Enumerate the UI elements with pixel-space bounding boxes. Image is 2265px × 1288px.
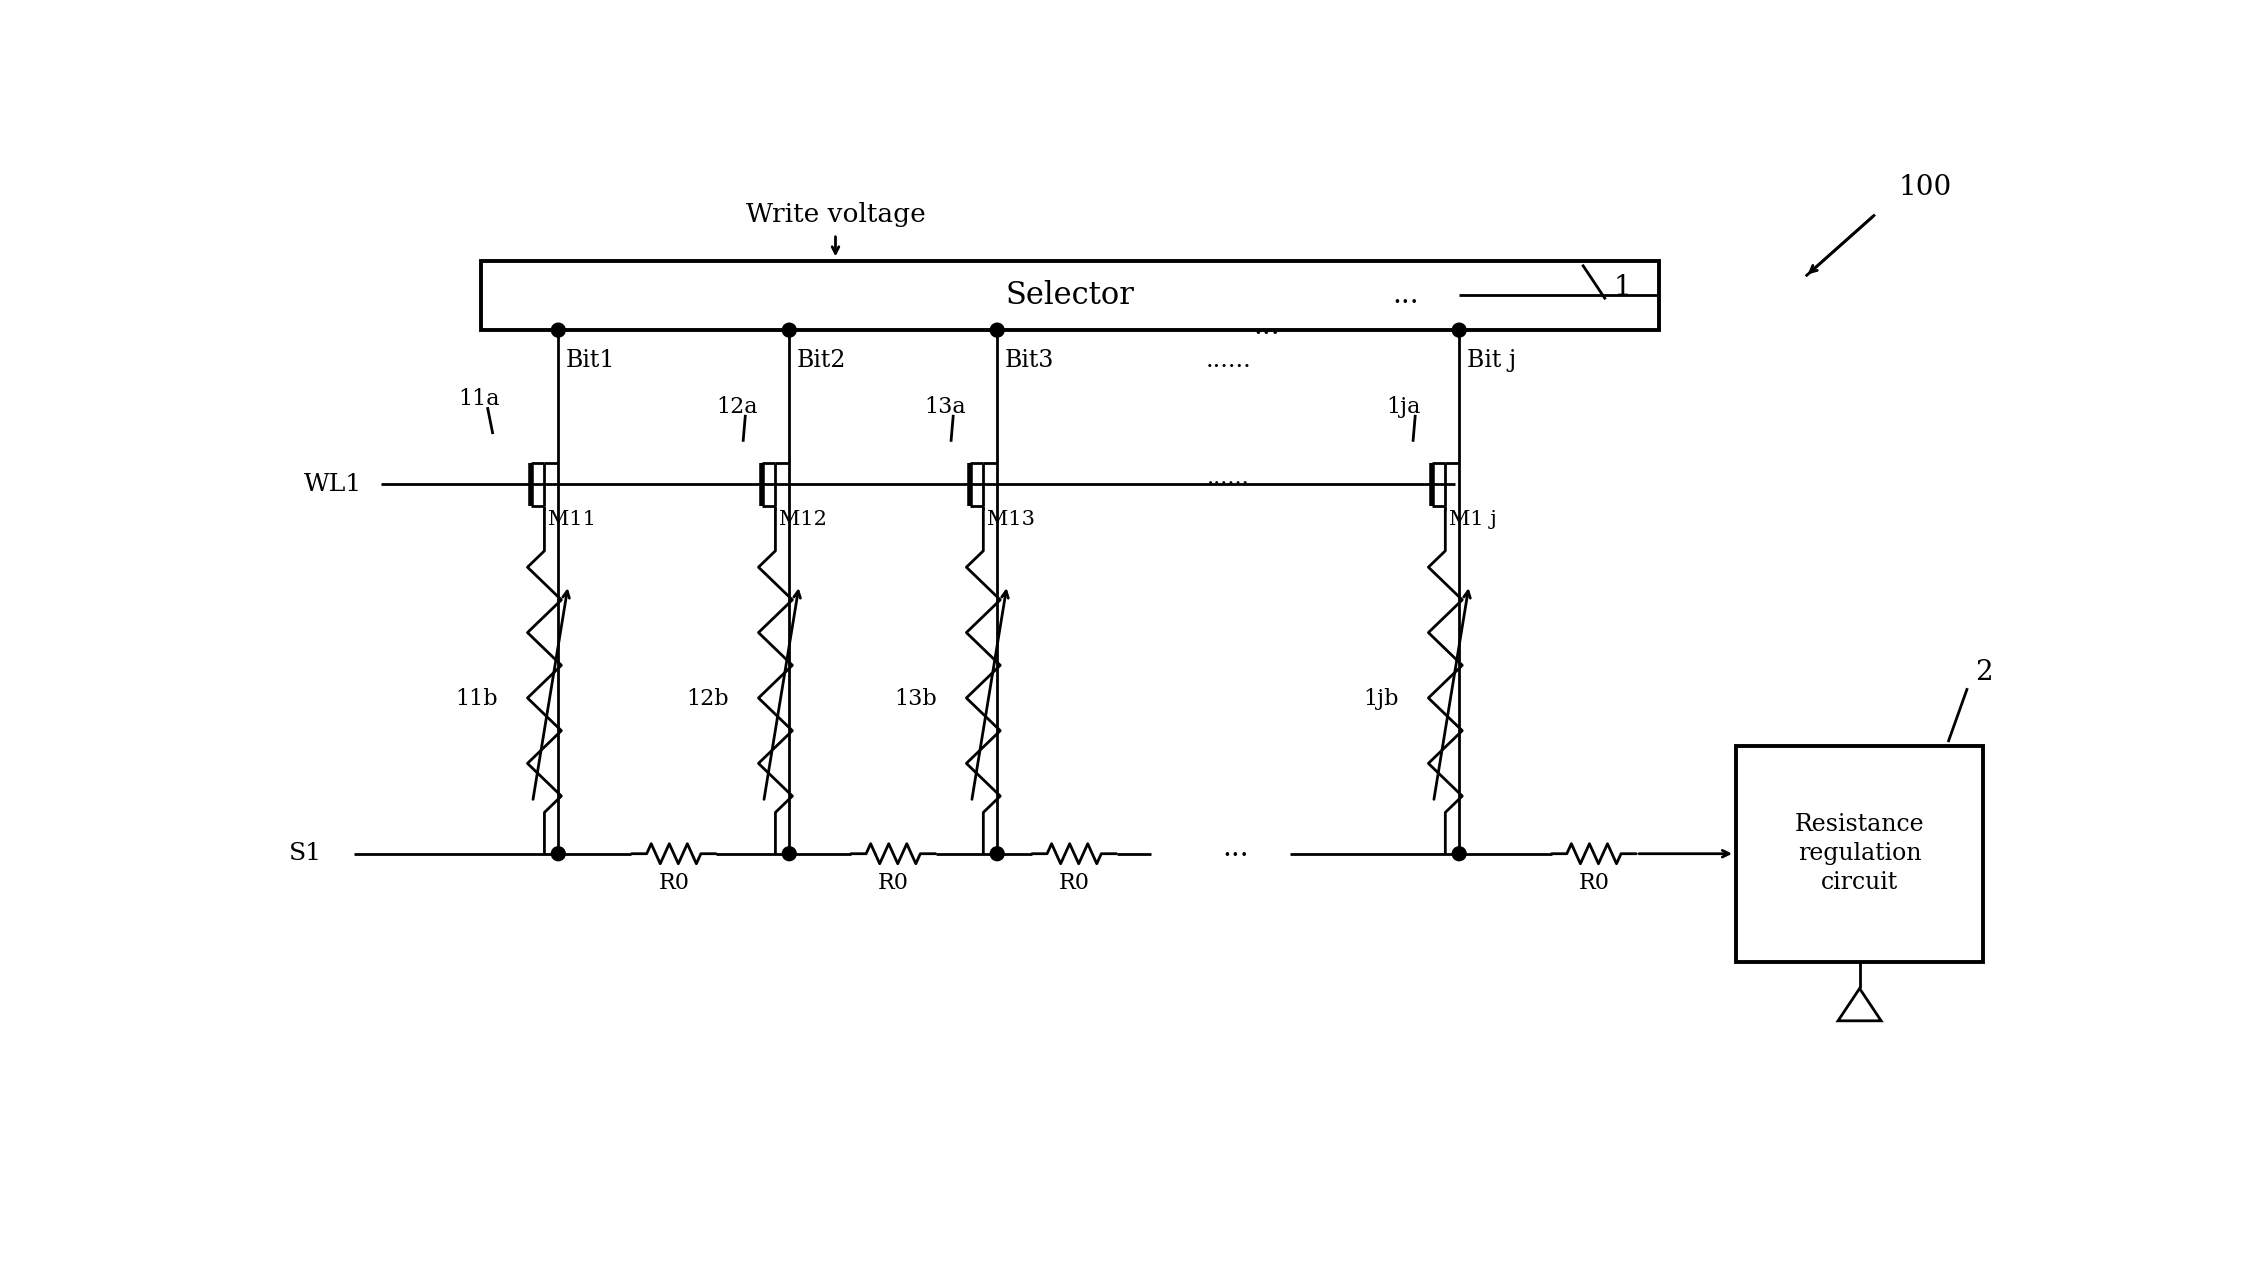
Text: WL1: WL1 xyxy=(304,473,362,496)
Text: ......: ...... xyxy=(1205,349,1250,372)
Text: 1jb: 1jb xyxy=(1364,688,1400,710)
Text: 11a: 11a xyxy=(458,389,501,411)
Text: Bit j: Bit j xyxy=(1468,349,1515,372)
Circle shape xyxy=(550,846,566,860)
Circle shape xyxy=(990,323,1003,337)
Text: Bit2: Bit2 xyxy=(797,349,847,372)
Text: R0: R0 xyxy=(879,872,908,894)
Text: 12a: 12a xyxy=(716,397,757,419)
Text: ......: ...... xyxy=(1207,468,1250,489)
Circle shape xyxy=(1452,846,1465,860)
Text: Selector: Selector xyxy=(1006,279,1135,310)
Circle shape xyxy=(781,323,797,337)
Text: 1ja: 1ja xyxy=(1386,397,1420,419)
Text: 100: 100 xyxy=(1898,174,1952,201)
Text: M11: M11 xyxy=(548,510,596,529)
Text: 13b: 13b xyxy=(895,688,938,710)
Circle shape xyxy=(990,846,1003,860)
Text: M1 j: M1 j xyxy=(1450,510,1497,529)
Text: R0: R0 xyxy=(1579,872,1610,894)
Bar xyxy=(1737,746,1982,962)
Text: ...: ... xyxy=(1393,282,1418,309)
Text: 11b: 11b xyxy=(455,688,498,710)
Text: ...: ... xyxy=(1223,835,1250,862)
Text: Resistance: Resistance xyxy=(1794,813,1925,836)
Text: Write voltage: Write voltage xyxy=(745,202,926,227)
Text: circuit: circuit xyxy=(1821,872,1898,894)
Text: ...: ... xyxy=(1253,313,1280,340)
Text: 12b: 12b xyxy=(686,688,729,710)
Text: R0: R0 xyxy=(659,872,689,894)
Text: 1: 1 xyxy=(1613,274,1631,301)
Text: S1: S1 xyxy=(290,842,322,866)
Text: Bit1: Bit1 xyxy=(566,349,616,372)
Text: R0: R0 xyxy=(1058,872,1089,894)
Circle shape xyxy=(781,846,797,860)
Text: regulation: regulation xyxy=(1798,842,1921,866)
Text: 13a: 13a xyxy=(924,397,965,419)
Text: 2: 2 xyxy=(1975,659,1993,687)
Circle shape xyxy=(1452,323,1465,337)
Text: M13: M13 xyxy=(988,510,1035,529)
Text: Bit3: Bit3 xyxy=(1006,349,1053,372)
Circle shape xyxy=(550,323,566,337)
Text: M12: M12 xyxy=(779,510,827,529)
Bar xyxy=(480,261,1660,330)
